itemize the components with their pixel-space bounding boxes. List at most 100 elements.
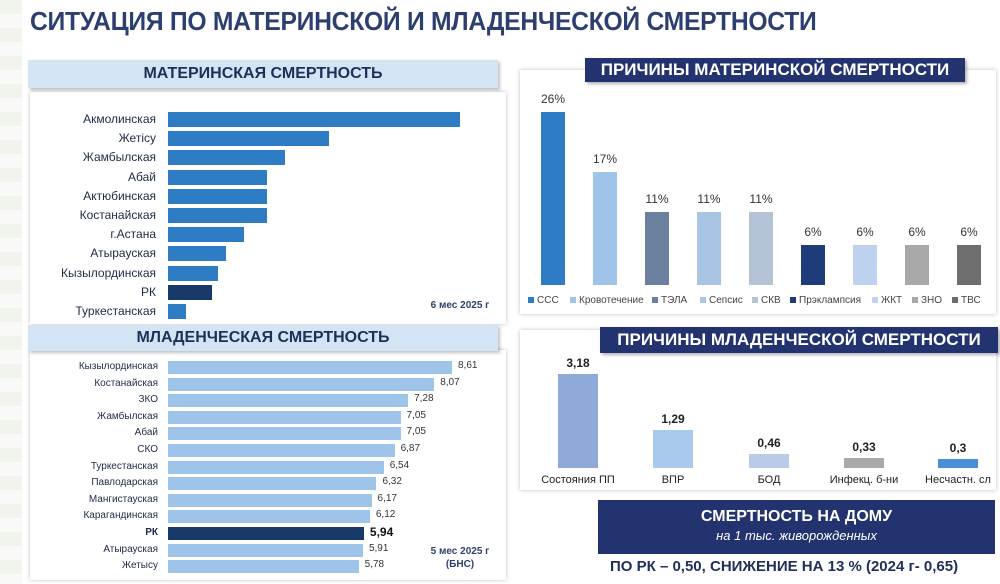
im-data-label: 7,05 (406, 426, 426, 438)
im-category-label: РК (145, 527, 158, 538)
im-data-label: 7,28 (414, 393, 434, 405)
mc-bar (957, 245, 981, 285)
mc-legend-item: Прэклампсия (790, 295, 861, 306)
ic-data-label: 3,18 (566, 356, 590, 370)
mm-category-label: РК (141, 284, 156, 299)
mc-bar (645, 211, 669, 285)
im-category-label: Мангистауская (88, 493, 158, 505)
mc-legend-label: СКВ (761, 295, 781, 306)
im-bar (168, 377, 435, 391)
im-bar (168, 460, 384, 474)
mc-legend-item: ЖКТ (872, 295, 902, 306)
mc-bar (853, 245, 877, 285)
ic-category-label: Несчастн. сл (925, 474, 991, 486)
mm-category-label: Костанайская (79, 208, 156, 222)
mc-data-label: 17% (592, 151, 618, 166)
im-data-label: 6,54 (389, 459, 410, 471)
mm-category-label: Кызылординская (61, 265, 156, 280)
im-category-label: Карагандинская (83, 510, 158, 522)
ic-bar (653, 429, 693, 468)
mc-data-label: 6% (804, 225, 822, 240)
page-title: СИТУАЦИЯ ПО МАТЕРИНСКОЙ И МЛАДЕНЧЕСКОЙ С… (30, 6, 817, 36)
infant-mortality-source-note: (БНС) (445, 559, 475, 570)
mc-bar (801, 245, 825, 285)
mc-bar (697, 211, 721, 285)
mc-legend-label: Кровотечение (579, 295, 644, 306)
im-category-label: Туркестанская (90, 460, 158, 472)
ic-category-label: Состояния ПП (541, 474, 615, 486)
mm-bar (168, 208, 268, 223)
mm-category-label: Абай (128, 169, 156, 184)
im-category-label: Атырауская (103, 543, 158, 555)
im-bar (168, 361, 452, 374)
im-data-label: 5,91 (368, 542, 389, 554)
im-data-label: 6,87 (400, 443, 421, 454)
im-category-label: Жетысу (121, 560, 158, 572)
mc-legend-item: Кровотечение (570, 295, 644, 306)
ic-data-label: 0,46 (757, 436, 781, 451)
im-data-label: 5,94 (369, 525, 394, 539)
maternal-causes-title: ПРИЧИНЫ МАТЕРИНСКОЙ СМЕРТНОСТИ (585, 58, 965, 82)
mc-legend-label: ЗНО (921, 295, 943, 306)
mc-legend-item: ТЭЛА (652, 295, 687, 306)
im-category-label: Павлодарская (91, 477, 158, 489)
infant-mortality-period-note: 5 мес 2025 г (430, 546, 490, 557)
infant-mortality-title: МЛАДЕНЧЕСКАЯ СМЕРТНОСТЬ (28, 325, 498, 351)
mc-data-label: 6% (960, 225, 978, 240)
mc-data-label: 11% (697, 191, 721, 206)
mc-legend-label: Прэклампсия (799, 295, 862, 306)
mc-legend-swatch (652, 297, 658, 304)
mm-bar (168, 131, 329, 147)
mm-category-label: Актюбинская (83, 188, 156, 203)
im-data-label: 8,61 (458, 360, 478, 371)
im-category-label: Костанайская (94, 377, 158, 389)
mc-legend-label: ЖКТ (881, 295, 903, 306)
mc-legend-item: Сепсис (700, 295, 743, 306)
home-death-box: СМЕРТНОСТЬ НА ДОМУ на 1 тыс. живорожденн… (598, 500, 995, 554)
mm-bar (168, 112, 460, 127)
mm-bar (168, 284, 212, 300)
mm-category-label: Жетісу (118, 131, 156, 146)
mc-legend-swatch (752, 297, 758, 304)
im-bar (168, 543, 363, 557)
ic-bar (844, 458, 884, 468)
mc-legend-swatch (790, 297, 796, 304)
im-bar (168, 427, 401, 441)
mc-bar (593, 171, 617, 285)
mc-legend-swatch (872, 297, 878, 304)
mm-bar (168, 169, 268, 185)
im-bar (168, 493, 372, 507)
mm-bar (168, 227, 244, 243)
mc-legend-item: ТВС (952, 295, 981, 306)
ic-category-label: ВПР (661, 474, 685, 486)
im-bar (168, 410, 401, 424)
im-data-label: 8,07 (440, 376, 460, 388)
im-bar (168, 477, 377, 491)
mm-bar (168, 188, 268, 204)
home-death-title: СМЕРТНОСТЬ НА ДОМУ (700, 508, 893, 525)
mc-legend-label: ССС (537, 295, 559, 306)
ic-category-label: БОД (757, 474, 781, 486)
maternal-mortality-title: МАТЕРИНСКАЯ СМЕРТНОСТЬ (28, 60, 498, 88)
im-category-label: Жамбылская (97, 410, 158, 422)
im-category-label: ЗКО (138, 394, 158, 406)
mm-bar (168, 265, 218, 281)
home-death-footer: ПО РК – 0,50, СНИЖЕНИЕ НА 13 % (2024 г- … (610, 558, 959, 575)
ic-data-label: 1,29 (661, 411, 685, 426)
mm-category-label: Акмолинская (83, 112, 156, 126)
im-data-label: 6,17 (377, 492, 397, 504)
mc-bar (749, 211, 773, 285)
im-category-label: Абай (134, 427, 158, 439)
mm-category-label: Жамбылская (82, 150, 156, 165)
mc-legend-swatch (952, 297, 958, 304)
mc-legend-swatch (570, 297, 576, 304)
ic-data-label: 0,33 (852, 440, 876, 455)
im-bar (168, 444, 395, 457)
infant-causes-title: ПРИЧИНЫ МЛАДЕНЧЕСКОЙ СМЕРТНОСТИ (600, 327, 998, 353)
mc-legend-swatch (700, 297, 706, 304)
mm-bar (168, 246, 227, 262)
mc-legend-item: СКВ (752, 295, 781, 306)
decorative-side-pattern (0, 0, 22, 584)
mm-category-label: Атырауская (90, 246, 156, 261)
mc-data-label: 6% (908, 225, 926, 240)
